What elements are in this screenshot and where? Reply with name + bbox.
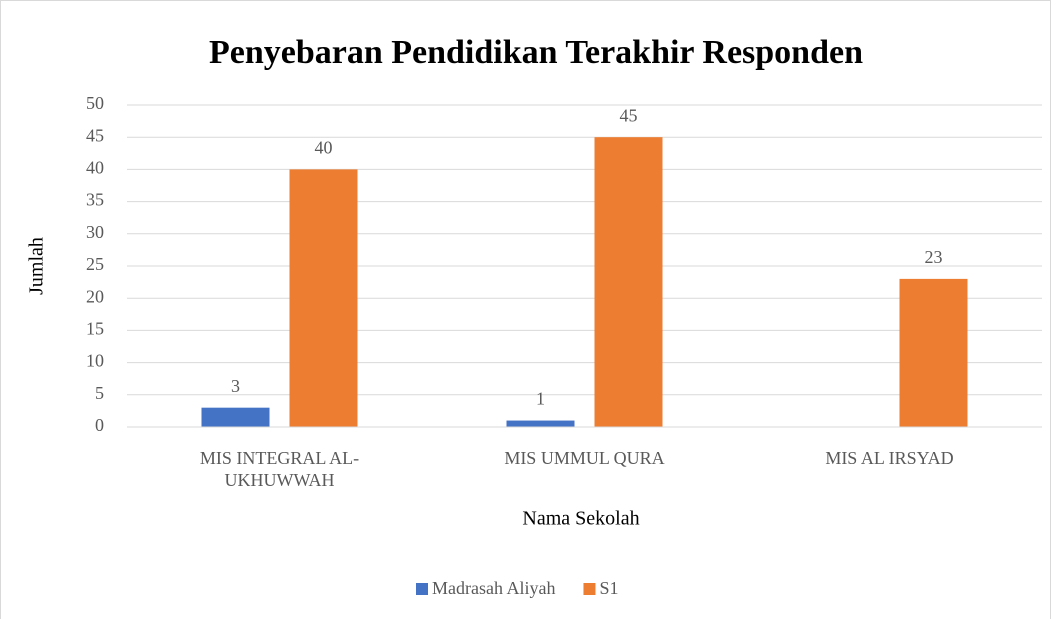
data-label: 40 [315,138,333,158]
bar [289,169,358,427]
legend-label: S1 [599,578,618,598]
y-tick-label: 5 [95,383,104,403]
y-tick-label: 50 [86,93,104,113]
bar [506,420,575,427]
legend-swatch [416,583,428,595]
bar [201,407,270,427]
y-tick-label: 10 [86,351,104,371]
data-label: 1 [536,389,545,409]
x-tick-label: MIS AL IRSYAD [825,448,954,468]
y-tick-label: 15 [86,319,104,339]
data-label: 23 [925,247,943,267]
x-tick-label: MIS INTEGRAL AL-UKHUWWAH [199,448,360,490]
y-axis-label: Jumlah [26,237,48,295]
legend-label: Madrasah Aliyah [432,578,555,598]
x-tick-label: MIS UMMUL QURA [504,448,665,468]
chart-title: Penyebaran Pendidikan Terakhir Responden [209,34,863,71]
y-tick-label: 0 [95,415,104,435]
legend-swatch [583,583,596,595]
y-tick-label: 40 [86,158,104,178]
y-tick-label: 35 [86,190,104,210]
data-label: 3 [231,376,240,396]
bar [899,278,968,427]
data-label: 45 [620,105,638,125]
y-tick-label: 20 [86,286,104,306]
y-tick-label: 30 [86,222,104,242]
bar [594,137,663,427]
x-axis-label: Nama Sekolah [522,508,639,530]
y-tick-label: 45 [86,125,104,145]
y-tick-label: 25 [86,254,104,274]
